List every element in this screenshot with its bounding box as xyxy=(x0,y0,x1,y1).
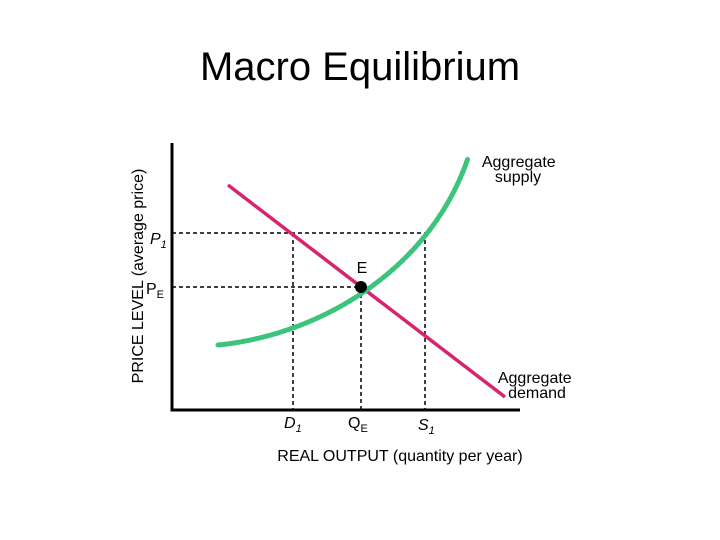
title: Macro Equilibrium xyxy=(200,45,520,89)
x-marker: QE xyxy=(348,415,368,435)
axes xyxy=(170,143,520,412)
supply-label-line: Aggregate xyxy=(482,154,556,171)
x-marker-letter: D xyxy=(284,415,296,432)
x-axis-label: REAL OUTPUT (quantity per year) xyxy=(277,448,522,465)
y-marker: PE xyxy=(146,281,164,301)
x-marker-subscript: E xyxy=(360,423,367,435)
demand-label-line: demand xyxy=(508,385,566,402)
y-marker: P1 xyxy=(150,231,167,251)
equilibrium-point xyxy=(355,281,367,293)
x-marker: S1 xyxy=(418,417,435,437)
x-marker-subscript: 1 xyxy=(296,423,302,435)
guide-lines xyxy=(172,232,426,410)
y-axis-label: PRICE LEVEL (average price) xyxy=(130,169,147,384)
demand-label: Aggregate demand xyxy=(498,370,576,402)
x-marker-letter: Q xyxy=(348,415,360,432)
supply-label-line: supply xyxy=(495,169,541,186)
y-marker-letter: P xyxy=(146,281,157,298)
x-marker: D1 xyxy=(284,415,302,435)
supply-label: Aggregate supply xyxy=(482,154,560,186)
x-marker-subscript: 1 xyxy=(429,425,435,437)
y-marker-subscript: E xyxy=(157,289,164,301)
y-marker-subscript: 1 xyxy=(161,239,167,251)
x-marker-letter: S xyxy=(418,417,429,434)
supply-curve xyxy=(215,155,471,348)
y-marker-letter: P xyxy=(150,231,161,248)
demand-label-line: Aggregate xyxy=(498,370,572,387)
equilibrium-label: E xyxy=(357,260,368,277)
